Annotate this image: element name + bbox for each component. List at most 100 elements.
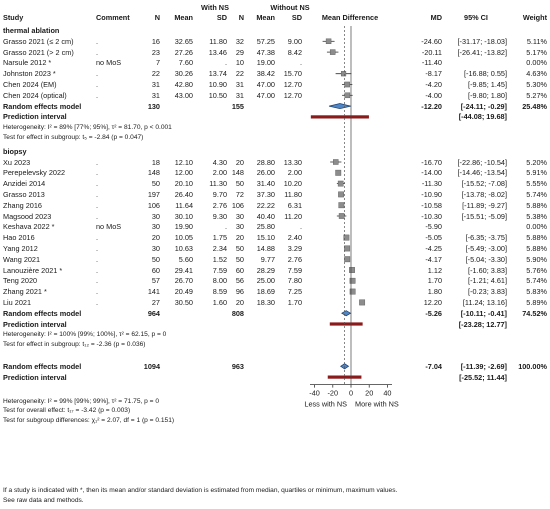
study-row-n2: 30 — [235, 222, 244, 232]
study-row-comment: . — [96, 265, 99, 275]
study-row-sd1: 1.75 — [212, 233, 227, 243]
study-row-md: -11.30 — [421, 179, 442, 189]
study-row-mean1: 10.05 — [174, 233, 193, 243]
study-row-mean1: 12.10 — [174, 157, 193, 167]
study-row-md: -10.58 — [421, 200, 442, 210]
study-row-sd2: 12.70 — [283, 80, 302, 89]
study-row-n1: 27 — [151, 297, 160, 307]
study-row-weight: 5.88% — [526, 243, 547, 253]
overall-test-text: Test for subgroup differences: χ₁² = 2.0… — [3, 416, 175, 424]
study-row-sd2: 11.80 — [284, 189, 302, 199]
group-title: thermal ablation — [3, 26, 60, 35]
study-row-weight: 4.63% — [526, 69, 547, 79]
study-row-n2: 32 — [235, 36, 244, 46]
study-row-comment: . — [96, 47, 99, 57]
study-row-mean2: 40.40 — [256, 211, 275, 221]
study-row-mean1: 32.65 — [174, 36, 193, 46]
study-row-sd2: . — [299, 222, 302, 232]
study-row-n1: 23 — [151, 47, 160, 57]
study-row-n1: 57 — [151, 276, 160, 286]
study-row-n1: 141 — [147, 287, 160, 297]
study-row-n2: 30 — [235, 211, 244, 221]
study-row-sd2: 10.20 — [283, 179, 302, 189]
study-row-sd1: 9.30 — [212, 211, 227, 221]
study-row-ci: [-15.51; -5.09] — [461, 211, 507, 221]
study-row-mean2: 38.42 — [256, 69, 275, 79]
study-row-mean1: 30.50 — [174, 297, 193, 307]
study-row-sd2: 3.29 — [287, 243, 302, 253]
study-row-n1: 30 — [151, 211, 160, 221]
study-row-ci: [-13.78; -8.02] — [461, 189, 507, 199]
study-row-comment: . — [96, 36, 99, 46]
study-row-ci: [-0.23; 3.83] — [468, 287, 507, 297]
study-row-md: -4.20 — [425, 80, 442, 89]
study-row-n2: 72 — [235, 189, 244, 199]
study-square — [329, 49, 336, 55]
study-row-comment: . — [96, 211, 99, 221]
study-row-mean2: 26.00 — [256, 168, 275, 178]
study-row-mean1: 43.00 — [174, 90, 193, 100]
group-title: biopsy — [3, 146, 27, 156]
study-row-weight: 5.91% — [526, 168, 547, 178]
study-row-ci: [-15.52; -7.08] — [461, 179, 507, 189]
random-effects-md: -5.26 — [425, 308, 442, 318]
overall-prediction-ci: [-25.52; 11.44] — [459, 372, 507, 382]
study-row-sd2: 7.80 — [287, 276, 302, 286]
study-row-weight: 5.17% — [526, 47, 547, 57]
header-sd1: SD — [216, 13, 227, 22]
study-row-weight: 5.30% — [526, 80, 547, 89]
study-row-sd2: 2.76 — [287, 254, 302, 264]
study-row-ci: [-9.85; 1.45] — [468, 80, 507, 89]
study-row-comment: . — [96, 157, 99, 167]
study-row-n2: 106 — [231, 200, 244, 210]
study-row-mean2: 18.69 — [256, 287, 275, 297]
study-row-n1: 197 — [147, 189, 160, 199]
study-row-sd1: 4.30 — [212, 157, 227, 167]
overall-test-text: Heterogeneity: I² = 99% [99%; 99%], τ² =… — [3, 397, 160, 405]
study-row-mean1: 26.40 — [174, 189, 193, 199]
axis-label-less: Less with NS — [304, 400, 347, 409]
x-tick-label: -20 — [328, 389, 339, 398]
x-tick-label: 40 — [383, 389, 391, 398]
study-row-mean2: 22.22 — [256, 200, 275, 210]
study-row-study: Narsule 2012 * — [3, 58, 52, 68]
random-effects-diamond — [341, 310, 352, 317]
study-row-comment: . — [96, 179, 99, 189]
study-row-n2: 56 — [235, 276, 244, 286]
study-row-ci: [-1.21; 4.61] — [468, 276, 507, 286]
study-row-study: Yang 2012 — [3, 243, 38, 253]
heterogeneity-text: Heterogeneity: I² = 100% [99%; 100%], τ²… — [3, 331, 167, 339]
study-row-md: 1.12 — [427, 265, 442, 275]
study-square — [344, 81, 350, 88]
study-row-weight: 0.00% — [526, 222, 547, 232]
study-row-sd1: 11.80 — [209, 36, 227, 46]
study-row-comment: . — [96, 90, 99, 100]
study-row-mean2: 57.25 — [256, 36, 275, 46]
study-row-n2: 50 — [235, 243, 244, 253]
study-row-sd2: 8.42 — [287, 47, 302, 57]
study-row-comment: . — [96, 287, 99, 297]
random-effects-ci: [-24.11; -0.29] — [460, 101, 507, 111]
overall-n2: 963 — [231, 361, 244, 371]
study-row-mean2: 19.00 — [256, 58, 275, 68]
study-row-md: -24.60 — [421, 36, 442, 46]
study-row-comment: . — [96, 200, 99, 210]
study-row-weight: 5.55% — [526, 179, 547, 189]
study-row-ci: [-5.49; -3.00] — [465, 243, 507, 253]
study-row-mean2: 14.88 — [256, 243, 275, 253]
overall-prediction-label: Prediction interval — [3, 372, 67, 382]
study-row-comment: . — [96, 168, 99, 178]
study-row-n1: 31 — [151, 80, 160, 89]
study-row-n2: 29 — [235, 47, 244, 57]
subgroup-test-text: Test for effect in subgroup: t₅ = -2.84 … — [3, 133, 144, 141]
study-row-sd1: 2.76 — [212, 200, 227, 210]
study-row-sd2: 1.70 — [287, 297, 302, 307]
x-tick-label: -40 — [309, 389, 320, 398]
study-row-n1: 16 — [151, 36, 160, 46]
study-row-sd1: . — [224, 58, 227, 68]
random-effects-md: -12.20 — [421, 101, 442, 111]
study-row-comment: . — [96, 276, 99, 286]
overall-ci: [-11.39; -2.69] — [460, 361, 507, 371]
study-row-weight: 5.83% — [526, 287, 547, 297]
